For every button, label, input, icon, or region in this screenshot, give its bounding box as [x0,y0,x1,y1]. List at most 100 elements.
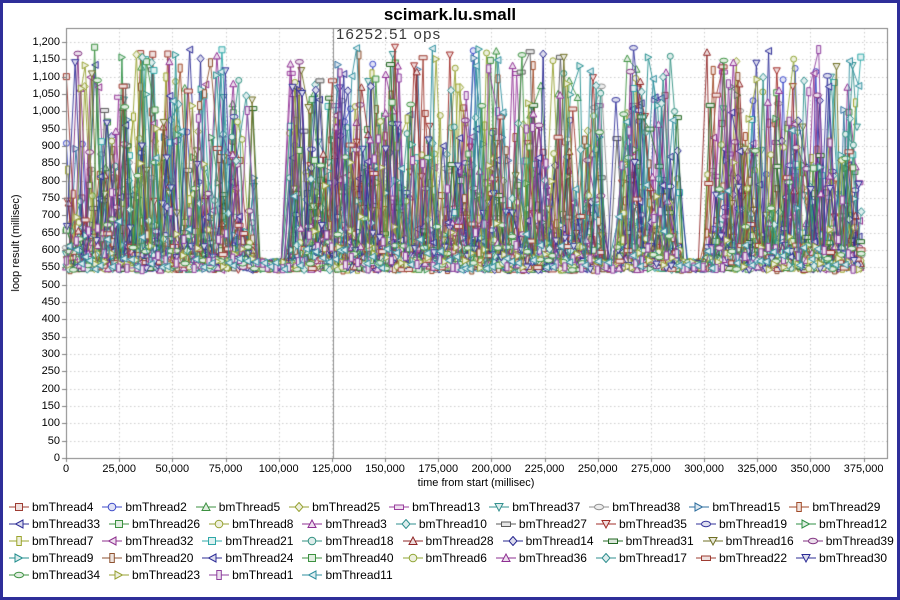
y-tick-label: 900 [41,139,60,152]
series-marker-icon [209,519,230,529]
legend-item-bmThread20: bmThread20 [102,551,193,565]
legend-label: bmThread30 [819,551,888,565]
plot-canvas[interactable] [3,3,897,498]
legend-label: bmThread36 [518,551,587,565]
legend-item-bmThread39: bmThread39 [802,534,894,548]
legend-item-bmThread21: bmThread21 [202,534,293,548]
series-marker-icon [109,520,130,528]
legend-item-bmThread17: bmThread17 [595,551,687,565]
x-tick-label: 375,000 [843,463,884,475]
series-marker-icon [395,519,416,529]
x-tick-label: 175,000 [418,463,459,475]
y-tick-label: 300 [41,347,60,360]
legend-label: bmThread6 [425,551,487,565]
y-tick-label: 800 [41,174,60,187]
legend-item-bmThread5: bmThread5 [195,500,281,514]
legend-item-bmThread9: bmThread9 [9,551,93,565]
series-marker-icon [302,536,323,546]
series-marker-icon [9,519,29,529]
series-marker-icon [602,538,623,544]
legend-label: bmThread1 [232,568,294,582]
y-tick-label: 950 [41,122,60,135]
series-marker-icon [302,554,323,562]
legend-label: bmThread26 [132,517,201,531]
legend-item-bmThread26: bmThread26 [109,517,200,531]
legend-label: bmThread21 [225,534,294,548]
legend-item-bmThread23: bmThread23 [109,568,200,582]
legend-label: bmThread9 [32,551,94,565]
legend-item-bmThread33: bmThread33 [9,517,100,531]
legend-label: bmThread22 [718,551,788,565]
x-tick-label: 150,000 [365,463,405,475]
y-tick-label: 250 [41,365,60,378]
x-tick-label: 0 [62,463,70,475]
legend-label: bmThread12 [819,517,888,531]
series-marker-icon [702,537,723,546]
legend-item-bmThread11: bmThread11 [302,568,393,582]
x-tick-label: 325,000 [737,463,778,475]
legend-label: bmThread38 [612,500,681,514]
legend-item-bmThread12: bmThread12 [796,517,887,531]
legend-item-bmThread40: bmThread40 [302,551,394,565]
y-tick-label: 600 [41,243,60,256]
x-tick-label: 200,000 [471,463,512,475]
y-tick-label: 150 [41,399,60,412]
x-axis-label: time from start (millisec) [417,477,535,489]
y-tick-label: 350 [41,330,60,343]
legend-item-bmThread19: bmThread19 [695,517,787,531]
y-tick-label: 0 [53,452,60,464]
series-marker-icon [102,536,123,546]
series-marker-icon [102,553,123,563]
legend-label: bmThread37 [512,500,581,514]
legend-label: bmThread2 [125,500,187,514]
y-tick-label: 750 [41,191,60,204]
legend-label: bmThread35 [618,517,687,531]
legend-item-bmThread8: bmThread8 [209,517,293,531]
series-marker-icon [695,520,716,528]
legend-item-bmThread3: bmThread3 [302,517,387,531]
y-tick-label: 700 [41,209,60,222]
series-marker-icon [695,555,716,561]
legend-item-bmThread29: bmThread29 [789,500,880,514]
series-marker-icon [302,519,323,528]
series-marker-icon [209,570,230,580]
legend-item-bmThread36: bmThread36 [495,551,587,565]
legend-label: bmThread20 [125,551,194,565]
series-marker-icon [202,553,223,563]
legend-item-bmThread4: bmThread4 [9,500,93,514]
legend-label: bmThread16 [725,534,794,548]
legend-item-bmThread14: bmThread14 [502,534,594,548]
series-marker-icon [195,502,216,511]
legend-item-bmThread31: bmThread31 [602,534,694,548]
legend-item-bmThread38: bmThread38 [589,500,680,514]
x-tick-label: 125,000 [311,463,352,475]
series-marker-icon [9,503,29,511]
legend-item-bmThread22: bmThread22 [695,551,788,565]
ops-annotation: 16252.51 ops [336,26,442,43]
legend-item-bmThread35: bmThread35 [595,517,687,531]
series-marker-icon [402,553,423,563]
series-marker-icon [202,537,223,545]
legend-label: bmThread28 [425,534,494,548]
legend-label: bmThread17 [618,551,687,565]
legend-label: bmThread31 [625,534,694,548]
legend-label: bmThread5 [218,500,281,514]
legend-label: bmThread24 [225,551,294,565]
legend-item-bmThread32: bmThread32 [102,534,193,548]
y-tick-label: 1,000 [32,105,60,118]
legend-item-bmThread25: bmThread25 [289,500,380,514]
series-marker-icon [489,503,510,512]
legend-item-bmThread16: bmThread16 [702,534,794,548]
x-tick-label: 350,000 [790,463,831,475]
series-marker-icon [495,553,516,562]
series-marker-icon [102,502,123,512]
legend-label: bmThread8 [232,517,294,531]
y-tick-label: 400 [41,313,60,326]
legend-item-bmThread27: bmThread27 [495,517,587,531]
series-marker-icon [595,553,616,563]
legend: bmThread4 bmThread2 bmThread5 bmThread25 bmT… [9,500,897,582]
legend-label: bmThread33 [32,517,101,531]
series-marker-icon [289,502,310,512]
y-tick-label: 650 [41,226,60,239]
legend-item-bmThread6: bmThread6 [402,551,487,565]
